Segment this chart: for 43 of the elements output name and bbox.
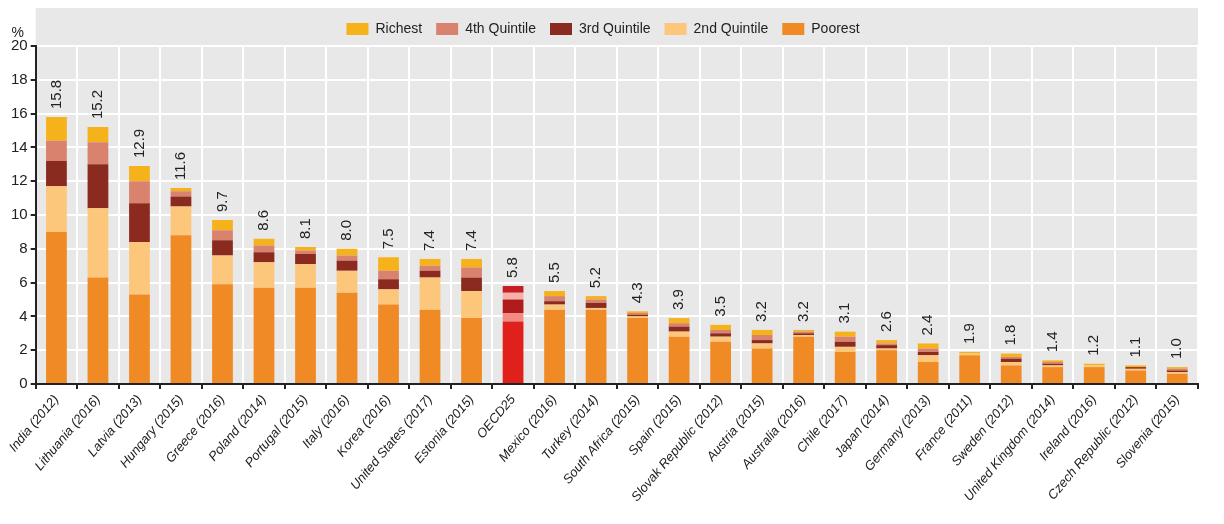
y-tick-label: 10 xyxy=(11,205,28,223)
total-label: 3.1 xyxy=(835,302,853,324)
total-label: 8.1 xyxy=(295,218,313,240)
total-label: 5.2 xyxy=(586,267,604,289)
total-label: 1.0 xyxy=(1167,338,1185,360)
legend-label: 4th Quintile xyxy=(465,19,537,36)
total-label: 3.5 xyxy=(710,296,728,317)
total-label: 1.4 xyxy=(1042,331,1060,353)
y-tick-label: 14 xyxy=(11,137,28,155)
total-label: 1.9 xyxy=(959,323,977,344)
total-label: 7.5 xyxy=(378,228,396,250)
total-label: 5.5 xyxy=(544,262,562,284)
y-tick-label: 2 xyxy=(19,340,28,358)
y-tick-label: 6 xyxy=(19,272,28,290)
legend-label: Poorest xyxy=(811,19,860,36)
legend-label: 2nd Quintile xyxy=(693,19,769,36)
y-tick-label: 0 xyxy=(19,374,28,392)
total-label: 1.2 xyxy=(1084,334,1102,356)
total-label: 3.2 xyxy=(793,301,811,322)
y-tick-label: 16 xyxy=(11,103,28,121)
total-label: 4.3 xyxy=(627,282,645,304)
total-label: 2.4 xyxy=(918,314,936,336)
total-label: 7.4 xyxy=(420,230,438,251)
total-label: 3.2 xyxy=(752,301,770,322)
total-label: 8.6 xyxy=(254,209,272,231)
legend-label: 3rd Quintile xyxy=(578,19,651,36)
y-tick-label: 4 xyxy=(19,306,28,324)
total-label: 12.9 xyxy=(129,128,147,158)
total-label: 5.8 xyxy=(503,257,521,278)
total-label: 15.8 xyxy=(46,79,64,109)
total-label: 1.8 xyxy=(1001,324,1019,346)
total-label: 9.7 xyxy=(212,191,230,213)
total-label: 11.6 xyxy=(171,151,189,180)
y-tick-label: 8 xyxy=(19,238,28,256)
y-tick-label: 18 xyxy=(11,69,28,87)
total-label: 7.4 xyxy=(461,230,479,251)
total-label: 8.0 xyxy=(337,219,355,241)
legend-label: Richest xyxy=(375,19,423,36)
total-label: 15.2 xyxy=(88,89,106,120)
y-tick-label: 12 xyxy=(11,171,28,189)
total-label: 2.6 xyxy=(876,311,894,333)
total-label: 1.1 xyxy=(1125,336,1143,358)
total-label: 3.9 xyxy=(669,289,687,311)
